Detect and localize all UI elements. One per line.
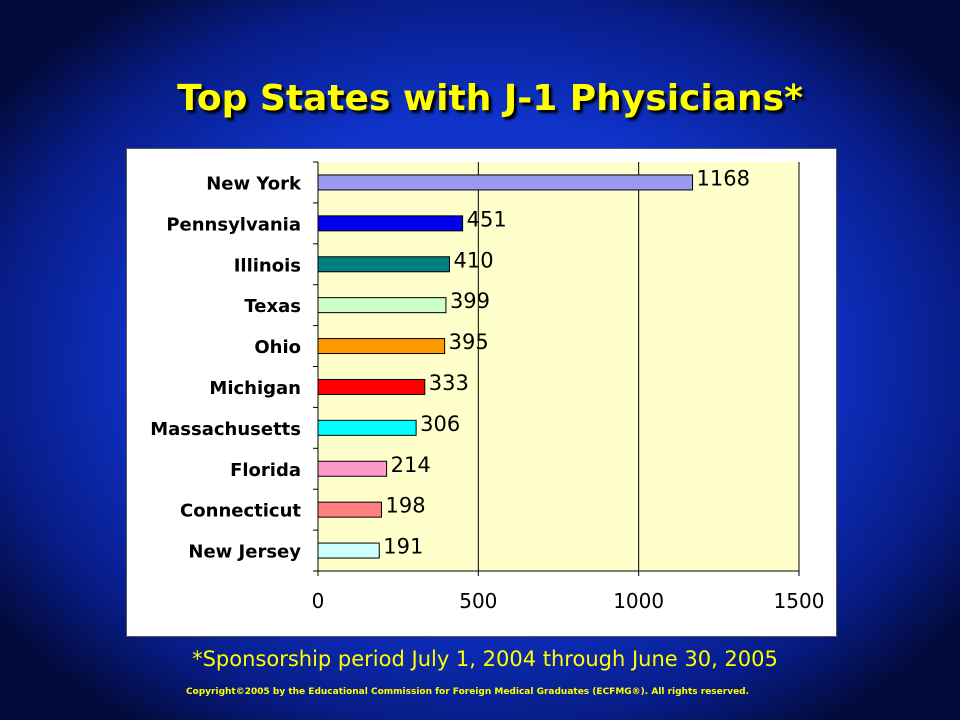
- bar: [317, 215, 464, 232]
- category-label: Ohio: [254, 337, 301, 358]
- footnote: *Sponsorship period July 1, 2004 through…: [192, 647, 778, 671]
- data-label: 399: [450, 289, 490, 313]
- copyright-notice: Copyright©2005 by the Educational Commis…: [185, 687, 750, 697]
- data-label: 214: [391, 453, 431, 477]
- bar-chart: 0 500 1000 1500 New York 1168 Pennsylvania 451 I…: [150, 161, 825, 613]
- data-label: 395: [449, 330, 489, 354]
- category-label: Pennsylvania: [166, 214, 301, 235]
- category-label: Texas: [244, 296, 301, 317]
- bar: [317, 501, 382, 518]
- bar: [317, 378, 426, 395]
- bar: [317, 256, 450, 273]
- slide-title: Top States with J-1 Physicians*: [177, 78, 803, 119]
- bar: [317, 297, 447, 314]
- x-tick-label: 1000: [613, 589, 664, 613]
- bar: [317, 419, 417, 436]
- category-label: Massachusetts: [150, 419, 301, 440]
- category-label: Michigan: [209, 378, 301, 399]
- bar: [317, 542, 380, 559]
- data-label: 1168: [697, 166, 750, 190]
- data-label: 410: [453, 248, 493, 272]
- data-label: 333: [429, 371, 469, 395]
- category-label: New York: [206, 173, 302, 194]
- data-label: 306: [420, 412, 460, 436]
- category-label: Illinois: [234, 255, 301, 276]
- x-tick-label: 1500: [774, 589, 825, 613]
- chart-panel: 0 500 1000 1500 New York 1168 Pennsylvania 451 I…: [126, 148, 837, 637]
- bar: [317, 338, 446, 355]
- x-tick-label: 500: [459, 589, 497, 613]
- data-label: 191: [383, 535, 423, 559]
- category-label: Florida: [230, 460, 301, 481]
- category-label: Connecticut: [180, 501, 301, 522]
- data-label: 198: [385, 494, 425, 518]
- data-label: 451: [467, 207, 507, 231]
- bar: [317, 174, 694, 191]
- x-tick-label: 0: [312, 589, 325, 613]
- bar: [317, 460, 388, 477]
- category-label: New Jersey: [188, 542, 301, 563]
